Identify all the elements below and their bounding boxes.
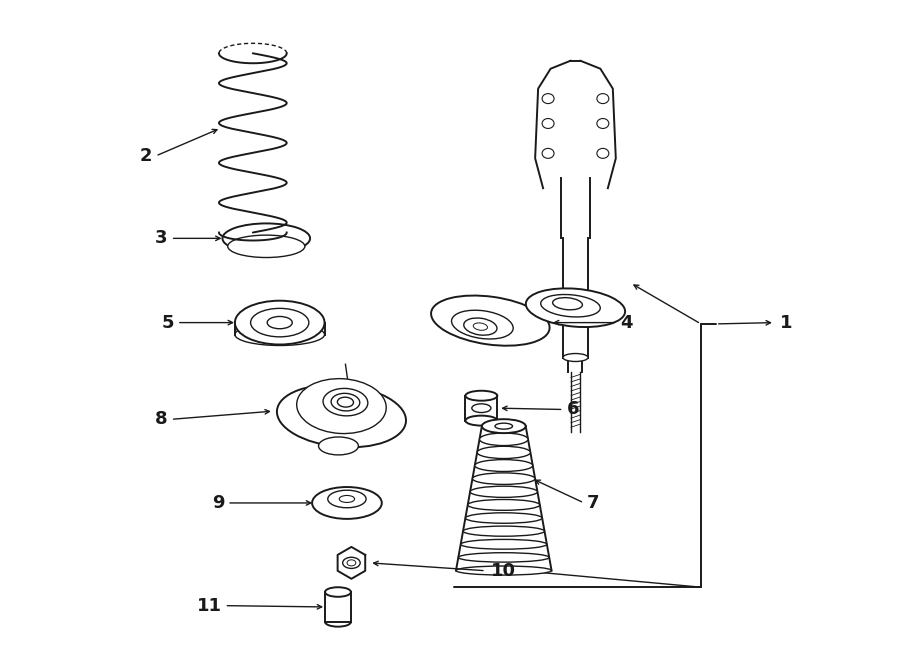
Ellipse shape	[465, 391, 498, 401]
Ellipse shape	[526, 288, 626, 327]
Ellipse shape	[343, 557, 360, 568]
Ellipse shape	[338, 397, 354, 407]
Text: 7: 7	[587, 494, 599, 512]
Ellipse shape	[431, 295, 550, 346]
Ellipse shape	[472, 473, 536, 485]
Ellipse shape	[228, 235, 305, 258]
Ellipse shape	[319, 437, 358, 455]
Text: 3: 3	[155, 229, 167, 247]
Ellipse shape	[463, 526, 544, 536]
Ellipse shape	[465, 416, 498, 426]
Ellipse shape	[542, 148, 554, 159]
Text: 5: 5	[161, 313, 174, 332]
Ellipse shape	[472, 404, 491, 412]
Text: 1: 1	[779, 313, 792, 332]
Text: 9: 9	[212, 494, 224, 512]
Ellipse shape	[250, 309, 309, 337]
Ellipse shape	[473, 323, 488, 330]
Ellipse shape	[542, 94, 554, 104]
Ellipse shape	[541, 295, 600, 317]
Ellipse shape	[235, 324, 325, 346]
Bar	[325, 592, 351, 622]
Ellipse shape	[328, 490, 366, 508]
Ellipse shape	[331, 393, 360, 411]
Ellipse shape	[323, 389, 368, 416]
Ellipse shape	[482, 419, 526, 433]
Text: 10: 10	[491, 562, 517, 580]
Ellipse shape	[482, 420, 526, 432]
Text: 6: 6	[566, 401, 579, 418]
Ellipse shape	[465, 513, 542, 524]
Ellipse shape	[297, 379, 386, 434]
Ellipse shape	[468, 500, 540, 510]
Ellipse shape	[464, 318, 497, 335]
Ellipse shape	[461, 539, 547, 549]
Ellipse shape	[277, 385, 406, 447]
Ellipse shape	[339, 496, 355, 502]
Text: 8: 8	[155, 410, 167, 428]
Ellipse shape	[597, 94, 608, 104]
Ellipse shape	[597, 118, 608, 128]
Ellipse shape	[597, 148, 608, 159]
Ellipse shape	[456, 566, 552, 575]
Ellipse shape	[562, 354, 588, 362]
Text: 11: 11	[196, 597, 221, 615]
Ellipse shape	[542, 118, 554, 128]
Ellipse shape	[452, 310, 513, 339]
Text: 2: 2	[140, 147, 152, 165]
Polygon shape	[338, 547, 365, 579]
Ellipse shape	[477, 446, 530, 459]
Ellipse shape	[470, 486, 537, 497]
Ellipse shape	[267, 317, 293, 329]
Ellipse shape	[312, 487, 382, 519]
Text: 4: 4	[620, 313, 633, 332]
Ellipse shape	[222, 223, 310, 253]
Ellipse shape	[480, 433, 528, 446]
Ellipse shape	[235, 301, 325, 344]
Ellipse shape	[458, 553, 549, 562]
Ellipse shape	[495, 423, 512, 429]
Ellipse shape	[325, 587, 351, 597]
Ellipse shape	[553, 297, 582, 310]
Ellipse shape	[475, 459, 533, 471]
